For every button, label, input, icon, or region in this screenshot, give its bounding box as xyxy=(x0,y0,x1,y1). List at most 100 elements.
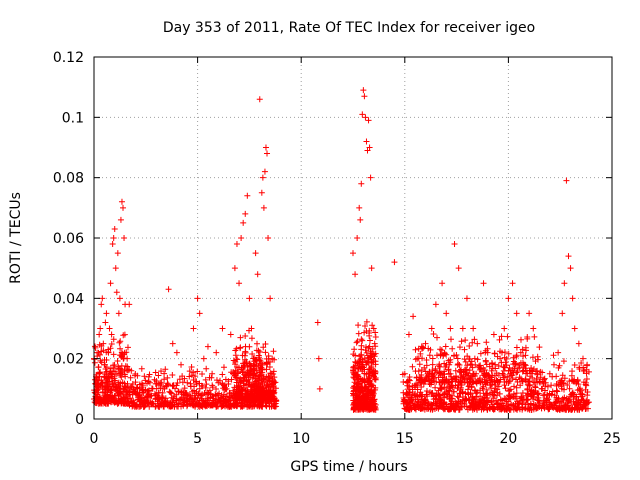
data-point xyxy=(355,322,362,329)
data-point xyxy=(529,354,536,361)
data-point xyxy=(469,364,476,371)
data-point xyxy=(358,346,365,353)
data-point xyxy=(268,370,275,377)
data-point xyxy=(314,319,321,326)
data-point xyxy=(502,359,509,366)
data-point xyxy=(566,385,573,392)
data-point xyxy=(505,295,512,302)
data-point xyxy=(558,385,565,392)
data-point xyxy=(222,403,229,410)
data-point xyxy=(142,377,149,384)
data-point xyxy=(110,235,117,241)
y-tick-label: 0 xyxy=(75,412,84,428)
data-point xyxy=(463,295,470,302)
data-point xyxy=(461,346,468,353)
data-point xyxy=(571,361,578,368)
data-point xyxy=(448,373,455,380)
data-point xyxy=(488,376,495,383)
data-point xyxy=(213,349,220,356)
data-point xyxy=(453,373,460,380)
data-point xyxy=(352,369,359,376)
data-point xyxy=(103,376,110,383)
data-point xyxy=(446,361,453,368)
data-point xyxy=(196,310,203,317)
data-point xyxy=(454,378,461,385)
data-point xyxy=(243,359,250,366)
data-point xyxy=(109,373,116,380)
data-point xyxy=(356,390,363,397)
data-point xyxy=(567,265,574,272)
data-point xyxy=(426,352,433,359)
data-point xyxy=(161,370,168,377)
data-point xyxy=(110,336,117,343)
data-point xyxy=(161,376,168,383)
data-point xyxy=(132,379,139,386)
data-point xyxy=(442,388,449,395)
data-point xyxy=(531,333,538,340)
data-point xyxy=(232,352,239,359)
data-point xyxy=(480,280,487,287)
data-point xyxy=(169,383,176,390)
data-point xyxy=(142,402,149,409)
data-point xyxy=(441,390,448,397)
data-point xyxy=(133,403,140,410)
data-point xyxy=(116,370,123,377)
data-point xyxy=(452,367,459,374)
data-point xyxy=(91,359,98,366)
data-point xyxy=(269,355,276,362)
data-point xyxy=(184,379,191,386)
data-point xyxy=(121,383,128,390)
data-point xyxy=(366,369,373,376)
data-point xyxy=(113,289,120,296)
data-point xyxy=(204,343,211,350)
data-point xyxy=(448,336,455,343)
data-point xyxy=(441,405,448,412)
data-point xyxy=(497,376,504,383)
x-tick-label: 10 xyxy=(292,431,310,447)
data-point xyxy=(557,400,564,407)
data-point xyxy=(425,345,432,352)
data-point xyxy=(495,399,502,406)
data-point xyxy=(579,405,586,412)
data-point xyxy=(517,349,524,356)
data-point xyxy=(569,390,576,397)
data-point xyxy=(169,398,176,405)
data-point xyxy=(475,363,482,370)
data-point xyxy=(257,358,264,365)
data-point xyxy=(270,384,277,391)
data-point xyxy=(416,361,423,368)
data-point xyxy=(190,325,197,332)
data-point xyxy=(127,374,134,381)
data-point xyxy=(181,375,188,382)
data-point xyxy=(501,349,508,356)
x-tick-label: 5 xyxy=(193,431,202,447)
data-point xyxy=(508,402,515,409)
data-point xyxy=(256,377,263,384)
data-point xyxy=(252,356,259,363)
data-point xyxy=(458,338,465,345)
data-point xyxy=(474,356,481,363)
data-point xyxy=(363,138,370,145)
data-point xyxy=(441,399,448,406)
data-point xyxy=(363,349,370,356)
data-point xyxy=(101,361,108,368)
data-point xyxy=(543,401,550,408)
data-point xyxy=(115,310,122,317)
data-point xyxy=(232,347,239,354)
data-point xyxy=(438,347,445,354)
data-point xyxy=(483,339,490,346)
data-point xyxy=(157,379,164,386)
data-point xyxy=(497,396,504,403)
data-point xyxy=(200,355,207,362)
data-point xyxy=(488,385,495,392)
data-point xyxy=(144,398,151,405)
data-point xyxy=(561,375,568,382)
data-point xyxy=(236,395,243,402)
data-point xyxy=(427,389,434,396)
data-point xyxy=(494,389,501,396)
data-point xyxy=(258,189,265,196)
data-point xyxy=(362,323,369,330)
data-point xyxy=(401,370,408,377)
data-point xyxy=(362,114,369,121)
data-point xyxy=(255,352,262,359)
